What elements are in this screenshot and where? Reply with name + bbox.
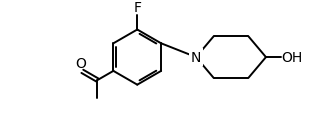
Text: F: F: [133, 1, 141, 15]
Text: OH: OH: [282, 51, 303, 65]
Text: N: N: [191, 51, 201, 65]
Text: O: O: [75, 56, 86, 70]
